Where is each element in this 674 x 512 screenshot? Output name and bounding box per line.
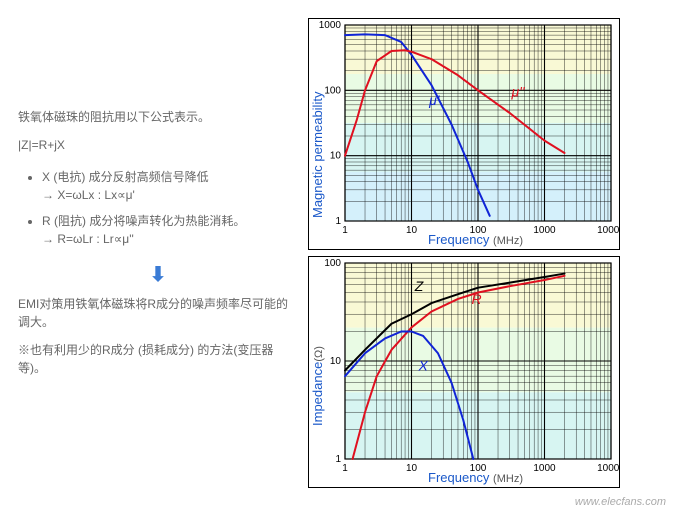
x-component-item: X (电抗) 成分反射高频信号降低 → X=ωLx : Lx∝μ' bbox=[42, 168, 298, 204]
chart2-y-label: Impedance(Ω) bbox=[310, 346, 325, 426]
impedance-chart: 110100100010000110100ZRX bbox=[308, 256, 620, 488]
permeability-chart: 1101001000100001101001000μ'μ'' bbox=[308, 18, 620, 250]
note-text: ※也有利用少的R成分 (损耗成分) 的方法(变压器等)。 bbox=[18, 341, 298, 377]
chart2-x-label: Frequency (MHz) bbox=[428, 470, 523, 485]
intro-text: 铁氧体磁珠的阻抗用以下公式表示。 bbox=[18, 108, 298, 126]
impedance-formula: |Z|=R+jX bbox=[18, 136, 298, 154]
svg-text:R: R bbox=[471, 291, 481, 307]
emi-conclusion: EMI对策用铁氧体磁珠将R成分的噪声频率尽可能的调大。 bbox=[18, 295, 298, 331]
permeability-chart-block: 1101001000100001101001000μ'μ'' Magnetic … bbox=[308, 18, 648, 250]
charts-column: 1 10 100 1000 10000 1 10 100 1000 μ' μ'' Magnetic … bbox=[308, 18, 648, 494]
svg-text:X: X bbox=[418, 357, 429, 373]
svg-text:10000: 10000 bbox=[597, 463, 620, 474]
down-arrow-icon: ⬇ bbox=[18, 262, 298, 287]
text-explanation: 铁氧体磁珠的阻抗用以下公式表示。 |Z|=R+jX X (电抗) 成分反射高频信… bbox=[18, 18, 308, 494]
svg-text:μ'': μ'' bbox=[511, 84, 526, 100]
svg-text:10: 10 bbox=[406, 225, 418, 236]
impedance-chart-block: 110100100010000110100ZRX Impedance(Ω) Fr… bbox=[308, 256, 648, 488]
svg-text:1000: 1000 bbox=[533, 463, 556, 474]
r-component-item: R (阻抗) 成分将噪声转化为热能消耗。 → R=ωLr : Lr∝μ'' bbox=[42, 212, 298, 248]
svg-text:Z: Z bbox=[414, 278, 424, 294]
svg-text:1000: 1000 bbox=[319, 20, 342, 31]
svg-text:100: 100 bbox=[324, 85, 341, 96]
svg-text:1: 1 bbox=[342, 463, 348, 474]
chart1-y-label: Magnetic permeability bbox=[310, 92, 325, 218]
chart1-x-label: Frequency (MHz) bbox=[428, 232, 523, 247]
svg-text:10: 10 bbox=[406, 463, 418, 474]
svg-text:μ': μ' bbox=[428, 92, 441, 108]
svg-text:100: 100 bbox=[324, 258, 341, 269]
svg-text:1: 1 bbox=[335, 454, 341, 465]
svg-text:1000: 1000 bbox=[533, 225, 556, 236]
svg-text:10000: 10000 bbox=[597, 225, 620, 236]
component-list: X (电抗) 成分反射高频信号降低 → X=ωLx : Lx∝μ' R (阻抗)… bbox=[18, 168, 298, 248]
svg-text:1: 1 bbox=[342, 225, 348, 236]
svg-text:10: 10 bbox=[330, 356, 342, 367]
svg-text:10: 10 bbox=[330, 151, 342, 162]
watermark: www.elecfans.com bbox=[575, 496, 666, 508]
svg-text:1: 1 bbox=[335, 216, 341, 227]
